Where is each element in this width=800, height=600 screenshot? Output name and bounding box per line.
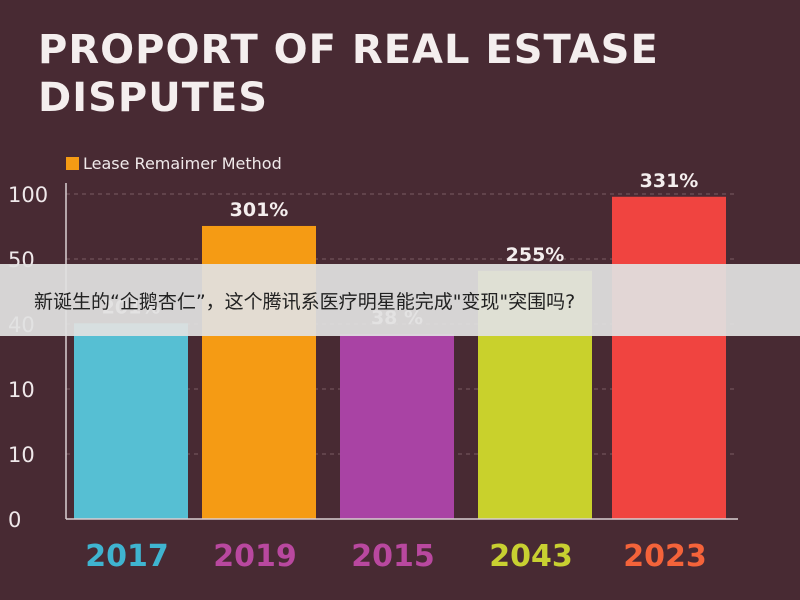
bar [612, 196, 726, 519]
banner-text: 新诞生的“企鹅杏仁”，这个腾讯系医疗明星能完成"变现"突围吗? [34, 290, 576, 313]
overlay-banner: 新诞生的“企鹅杏仁”，这个腾讯系医疗明星能完成"变现"突围吗? [0, 264, 800, 336]
x-tick-label: 2017 [85, 539, 169, 574]
value-label: 255% [506, 244, 565, 266]
x-tick-label: 2019 [213, 539, 297, 574]
y-tick-label: 0 [8, 508, 21, 532]
x-tick-label: 2015 [351, 539, 435, 574]
bar [74, 323, 188, 519]
bars [74, 196, 726, 519]
value-label: 331% [640, 170, 699, 192]
y-tick-label: 10 [8, 443, 35, 467]
legend-swatch [66, 157, 79, 170]
y-tick-label: 10 [8, 378, 35, 402]
x-tick-label: 2043 [489, 539, 573, 574]
legend-label: Lease Remaimer Method [83, 154, 282, 173]
y-tick-label: 100 [8, 183, 48, 207]
bar [340, 334, 454, 519]
x-axis-labels: 2017 2019 2015 2043 2023 [85, 539, 707, 574]
legend: Lease Remaimer Method [66, 154, 282, 173]
value-label: 301% [230, 199, 289, 221]
x-tick-label: 2023 [623, 539, 707, 574]
chart-title: PROPORT OF REAL ESTASE DISPUTES [38, 27, 659, 121]
y-axis-ticks: 010104050100 [8, 183, 48, 532]
